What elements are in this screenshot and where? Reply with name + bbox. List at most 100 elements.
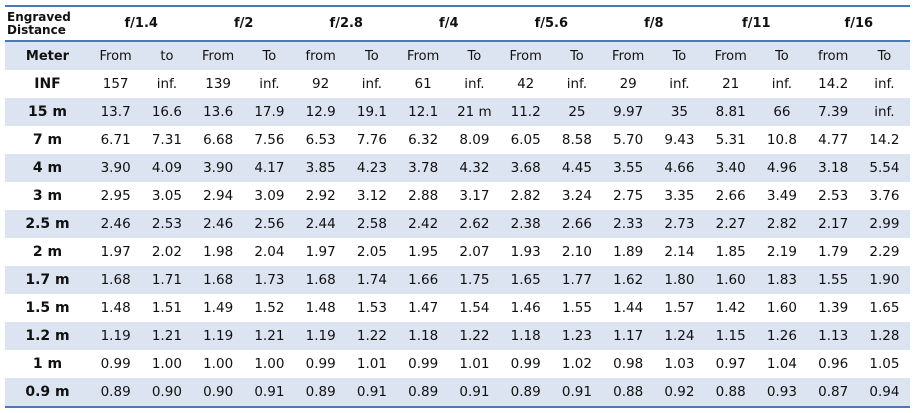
near-limit-cell: 12.1 — [397, 98, 449, 126]
from-header: from — [807, 41, 859, 70]
aperture-header-row: Engraved Distance f/1.4 f/2 f/2.8 f/4 f/… — [5, 5, 911, 42]
near-limit-cell: 1.68 — [192, 266, 244, 294]
far-limit-cell: 17.9 — [243, 98, 296, 126]
far-limit-cell: 1.01 — [448, 350, 501, 378]
near-limit-cell: 1.17 — [602, 322, 654, 350]
near-limit-cell: 1.18 — [397, 322, 449, 350]
far-limit-cell: inf. — [653, 70, 706, 98]
far-limit-cell: 3.12 — [346, 182, 398, 210]
far-limit-cell: 3.09 — [243, 182, 296, 210]
far-limit-cell: 2.73 — [653, 210, 706, 238]
to-header: To — [858, 41, 911, 70]
near-limit-cell: 1.44 — [602, 294, 654, 322]
far-limit-cell: 2.07 — [448, 238, 501, 266]
from-header: From — [397, 41, 449, 70]
near-limit-cell: 92 — [295, 70, 347, 98]
far-limit-cell: 1.04 — [756, 350, 808, 378]
far-limit-cell: 21 m — [448, 98, 501, 126]
near-limit-cell: 0.99 — [90, 350, 142, 378]
far-limit-cell: 2.82 — [756, 210, 808, 238]
far-limit-cell: 1.75 — [448, 266, 501, 294]
near-limit-cell: 0.90 — [192, 378, 244, 408]
near-limit-cell: 1.19 — [295, 322, 347, 350]
far-limit-cell: 1.01 — [346, 350, 398, 378]
near-limit-cell: 1.39 — [807, 294, 859, 322]
near-limit-cell: 1.18 — [500, 322, 552, 350]
far-limit-cell: inf. — [756, 70, 808, 98]
far-limit-cell: 1.02 — [551, 350, 603, 378]
far-limit-cell: 3.17 — [448, 182, 501, 210]
table-row: 3 m 2.95 3.05 2.94 3.09 2.92 3.12 2.88 3.17 2.82 3… — [5, 182, 911, 210]
distance-cell: 4 m — [5, 154, 90, 182]
far-limit-cell: 1.74 — [346, 266, 398, 294]
near-limit-cell: 6.68 — [192, 126, 244, 154]
far-limit-cell: 4.09 — [141, 154, 193, 182]
far-limit-cell: 0.93 — [756, 378, 808, 408]
near-limit-cell: 1.97 — [295, 238, 347, 266]
far-limit-cell: 2.29 — [858, 238, 911, 266]
far-limit-cell: 4.45 — [551, 154, 603, 182]
far-limit-cell: 1.03 — [653, 350, 706, 378]
far-limit-cell: 0.94 — [858, 378, 911, 408]
far-limit-cell: 1.24 — [653, 322, 706, 350]
near-limit-cell: 2.82 — [500, 182, 552, 210]
near-limit-cell: 3.78 — [397, 154, 449, 182]
far-limit-cell: 8.09 — [448, 126, 501, 154]
near-limit-cell: 5.70 — [602, 126, 654, 154]
aperture-header: f/8 — [602, 5, 706, 42]
near-limit-cell: 1.62 — [602, 266, 654, 294]
near-limit-cell: 2.33 — [602, 210, 654, 238]
near-limit-cell: 0.88 — [705, 378, 757, 408]
distance-cell: 2 m — [5, 238, 90, 266]
far-limit-cell: 1.60 — [756, 294, 808, 322]
aperture-header: f/4 — [397, 5, 501, 42]
to-header: to — [141, 41, 193, 70]
near-limit-cell: 1.65 — [500, 266, 552, 294]
far-limit-cell: inf. — [141, 70, 193, 98]
aperture-header: f/1.4 — [90, 5, 193, 42]
distance-cell: 3 m — [5, 182, 90, 210]
near-limit-cell: 6.71 — [90, 126, 142, 154]
near-limit-cell: 3.55 — [602, 154, 654, 182]
far-limit-cell: 2.05 — [346, 238, 398, 266]
near-limit-cell: 9.97 — [602, 98, 654, 126]
far-limit-cell: 1.65 — [858, 294, 911, 322]
far-limit-cell: 0.92 — [653, 378, 706, 408]
far-limit-cell: 3.76 — [858, 182, 911, 210]
far-limit-cell: 3.49 — [756, 182, 808, 210]
near-limit-cell: 4.77 — [807, 126, 859, 154]
distance-cell: 1.7 m — [5, 266, 90, 294]
near-limit-cell: 2.38 — [500, 210, 552, 238]
far-limit-cell: 3.24 — [551, 182, 603, 210]
near-limit-cell: 1.79 — [807, 238, 859, 266]
distance-cell: 0.9 m — [5, 378, 90, 408]
to-header: To — [448, 41, 501, 70]
distance-cell: 2.5 m — [5, 210, 90, 238]
far-limit-cell: 4.17 — [243, 154, 296, 182]
near-limit-cell: 13.7 — [90, 98, 142, 126]
far-limit-cell: 0.90 — [141, 378, 193, 408]
table-row: 1.7 m 1.68 1.71 1.68 1.73 1.68 1.74 1.66 1.75 1.6… — [5, 266, 911, 294]
far-limit-cell: 7.76 — [346, 126, 398, 154]
near-limit-cell: 6.32 — [397, 126, 449, 154]
far-limit-cell: 1.51 — [141, 294, 193, 322]
near-limit-cell: 0.87 — [807, 378, 859, 408]
near-limit-cell: 1.19 — [192, 322, 244, 350]
near-limit-cell: 1.97 — [90, 238, 142, 266]
near-limit-cell: 2.88 — [397, 182, 449, 210]
distance-cell: 1.2 m — [5, 322, 90, 350]
depth-of-field-table: Engraved Distance f/1.4 f/2 f/2.8 f/4 f/… — [5, 5, 911, 408]
far-limit-cell: 4.32 — [448, 154, 501, 182]
far-limit-cell: 1.05 — [858, 350, 911, 378]
from-header: from — [295, 41, 347, 70]
from-header: From — [602, 41, 654, 70]
near-limit-cell: 2.17 — [807, 210, 859, 238]
from-to-header-row: Meter From to From To from To From To Fr… — [5, 41, 911, 70]
near-limit-cell: 1.47 — [397, 294, 449, 322]
far-limit-cell: inf. — [448, 70, 501, 98]
distance-cell: 7 m — [5, 126, 90, 154]
far-limit-cell: 19.1 — [346, 98, 398, 126]
far-limit-cell: 1.71 — [141, 266, 193, 294]
far-limit-cell: inf. — [243, 70, 296, 98]
far-limit-cell: 3.05 — [141, 182, 193, 210]
